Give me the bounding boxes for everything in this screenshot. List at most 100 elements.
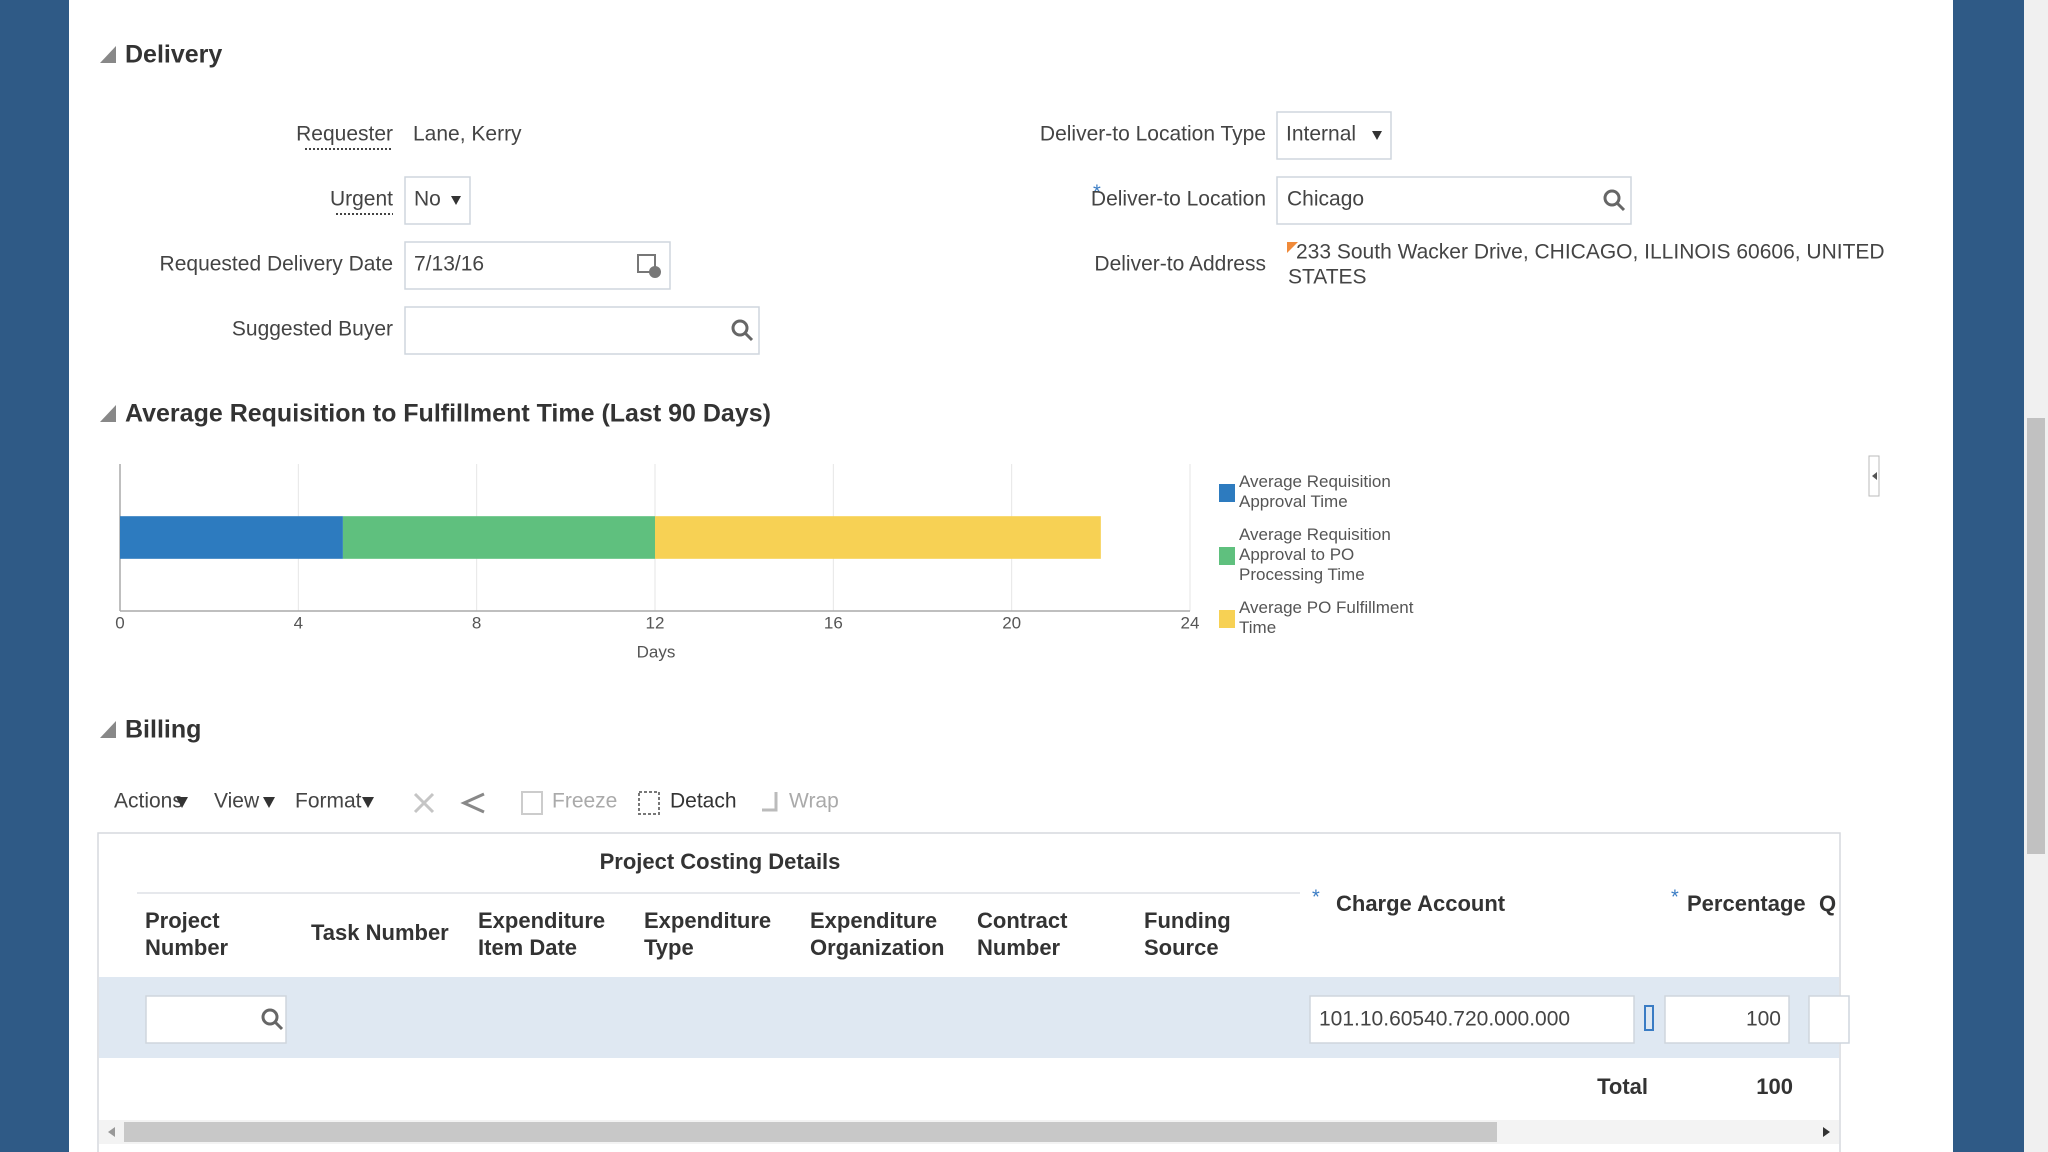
toolbar-button[interactable]: Wrap [789, 790, 839, 813]
collapse-icon[interactable] [100, 46, 116, 63]
cell-value: 101.10.60540.720.000.000 [1319, 1008, 1570, 1031]
total-value: 100 [1756, 1074, 1793, 1099]
bar-segment [655, 516, 1101, 559]
lens [1603, 189, 1621, 207]
toolbar-button[interactable]: Detach [670, 790, 737, 813]
x-tick-label: 8 [472, 613, 481, 632]
detach-icon[interactable] [638, 791, 660, 815]
section-title: Delivery [125, 41, 222, 69]
truncated-input[interactable] [1808, 995, 1850, 1044]
column-header: Project [145, 908, 220, 933]
x-tick-label: 4 [294, 613, 303, 632]
column-header: Organization [810, 935, 944, 960]
input-value: Chicago [1287, 188, 1364, 211]
search-icon[interactable] [261, 1008, 284, 1031]
bar-segment [342, 516, 655, 559]
required-mark: * [1671, 886, 1679, 908]
field-label: Suggested Buyer [232, 318, 393, 341]
column-header: Type [644, 935, 694, 960]
menu[interactable]: Actions [114, 790, 183, 813]
address-line: 233 South Wacker Drive, CHICAGO, ILLINOI… [1296, 241, 1885, 264]
freeze-icon[interactable] [521, 791, 543, 815]
x-tick-label: 16 [824, 613, 843, 632]
address-flag [1287, 242, 1298, 253]
field-label: Requested Delivery Date [160, 253, 393, 276]
column-header: Number [977, 935, 1061, 960]
delete-stroke [413, 792, 435, 814]
column-header: Task Number [311, 920, 449, 945]
search-input[interactable] [404, 306, 760, 355]
dropdown-arrow [1372, 131, 1382, 140]
scroll-right[interactable] [1823, 1127, 1830, 1137]
calendar-frame [637, 254, 656, 273]
legend-entry: Average PO Fulfillment Time [1239, 598, 1418, 637]
legend-swatch [1219, 610, 1235, 628]
dropdown-arrow [451, 196, 461, 205]
picker-frame [1644, 1005, 1654, 1031]
menu[interactable]: View [214, 790, 260, 813]
page-scroll-thumb[interactable] [2027, 418, 2045, 854]
lens [731, 319, 749, 337]
x-tick-label: 20 [1002, 613, 1021, 632]
x-axis-label: Days [637, 642, 676, 661]
select[interactable] [1276, 111, 1392, 160]
collapse-icon[interactable] [100, 721, 116, 738]
account-picker-icon[interactable] [1644, 1005, 1654, 1031]
handle [1615, 201, 1626, 212]
x-tick-label: 24 [1181, 613, 1200, 632]
legend-entry: Average Requisition Approval Time [1239, 472, 1396, 511]
menu-arrow [176, 797, 188, 808]
collapse-icon[interactable] [100, 405, 116, 422]
x-tick-label: 0 [115, 613, 124, 632]
x-tick-label: 12 [646, 613, 665, 632]
lens [261, 1008, 279, 1026]
chart-title: Average Requisition to Fulfillment Time … [125, 400, 771, 428]
percentage-input[interactable] [1664, 995, 1790, 1044]
handle [743, 331, 754, 342]
column-header: Funding [1144, 908, 1231, 933]
panel-toggle-arrow [1872, 472, 1877, 480]
calendar-icon[interactable] [637, 254, 661, 278]
field-label: Urgent [330, 188, 393, 211]
search-input[interactable] [1276, 176, 1632, 225]
field-label: Deliver-to Address [1094, 253, 1266, 276]
required-mark: * [1093, 181, 1101, 203]
scroll-left[interactable] [108, 1127, 115, 1137]
table-scroll-thumb[interactable] [124, 1122, 1497, 1142]
delete-icon[interactable] [413, 792, 435, 814]
required-mark: * [1312, 886, 1320, 908]
share-icon[interactable] [460, 792, 485, 814]
column-group-header: Project Costing Details [600, 849, 841, 874]
column-header: Source [1144, 935, 1219, 960]
wrap-icon[interactable] [762, 792, 778, 812]
input-value: 7/13/16 [414, 253, 484, 276]
menu-arrow [362, 797, 374, 808]
chart: 0 4 8 12 16 20 24 Average Requisition Approval … [115, 464, 1418, 637]
legend-entry: Average Requisition Approval to PO Proce… [1239, 525, 1396, 584]
column-header: Percentage [1687, 891, 1806, 916]
select-value: Internal [1286, 123, 1356, 146]
address-line: STATES [1288, 266, 1367, 289]
cell-value: 100 [1746, 1008, 1781, 1031]
menu[interactable]: Format [295, 790, 362, 813]
section-title: Billing [125, 716, 201, 744]
field-label: Deliver-to Location Type [1040, 123, 1266, 146]
date-input[interactable] [404, 241, 671, 290]
column-header: Number [145, 935, 229, 960]
search-icon[interactable] [1603, 189, 1626, 212]
total-label: Total [1597, 1074, 1648, 1099]
bar-segment [120, 516, 343, 559]
column-header: Item Date [478, 935, 577, 960]
toolbar-button[interactable]: Freeze [552, 790, 617, 813]
select-value: No [414, 188, 441, 211]
column-header: Charge Account [1336, 891, 1506, 916]
select[interactable] [404, 176, 471, 225]
column-header: Q [1819, 891, 1836, 916]
search-icon[interactable] [731, 319, 754, 342]
legend-swatch [1219, 484, 1235, 502]
charge-account-input[interactable] [1309, 995, 1635, 1044]
field-label: Deliver-to Location [1091, 188, 1266, 211]
field-value: Lane, Kerry [413, 123, 522, 146]
